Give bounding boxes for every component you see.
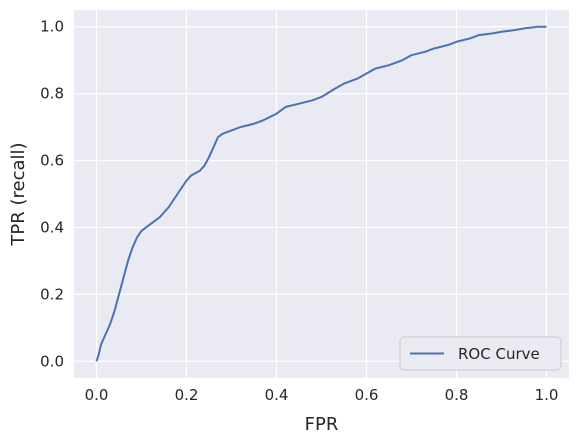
y-tick-label: 0.6 bbox=[40, 152, 64, 170]
legend: ROC Curve bbox=[399, 336, 562, 371]
y-tick-label: 0.2 bbox=[40, 285, 64, 303]
grid-lines bbox=[74, 10, 569, 378]
plot-area bbox=[74, 10, 569, 378]
x-tick-label: 0.2 bbox=[175, 386, 199, 404]
y-tick-label: 0.4 bbox=[40, 218, 64, 236]
x-tick-labels: 0.0 0.2 0.4 0.6 0.8 1.0 bbox=[85, 386, 559, 404]
x-tick-label: 0.0 bbox=[85, 386, 109, 404]
y-axis-label: TPR (recall) bbox=[8, 142, 29, 246]
roc-curve-line bbox=[95, 25, 547, 362]
legend-label: ROC Curve bbox=[458, 345, 540, 363]
series-layer bbox=[95, 25, 547, 362]
x-axis-label: FPR bbox=[305, 414, 339, 435]
y-tick-label: 0.0 bbox=[40, 352, 64, 370]
x-tick-label: 0.8 bbox=[445, 386, 469, 404]
y-tick-labels: 0.0 0.2 0.4 0.6 0.8 1.0 bbox=[40, 18, 64, 371]
legend-box bbox=[399, 336, 562, 371]
x-tick-label: 0.6 bbox=[355, 386, 379, 404]
x-tick-label: 0.4 bbox=[265, 386, 289, 404]
x-tick-label: 1.0 bbox=[535, 386, 559, 404]
y-tick-label: 0.8 bbox=[40, 85, 64, 103]
y-tick-label: 1.0 bbox=[40, 18, 64, 36]
